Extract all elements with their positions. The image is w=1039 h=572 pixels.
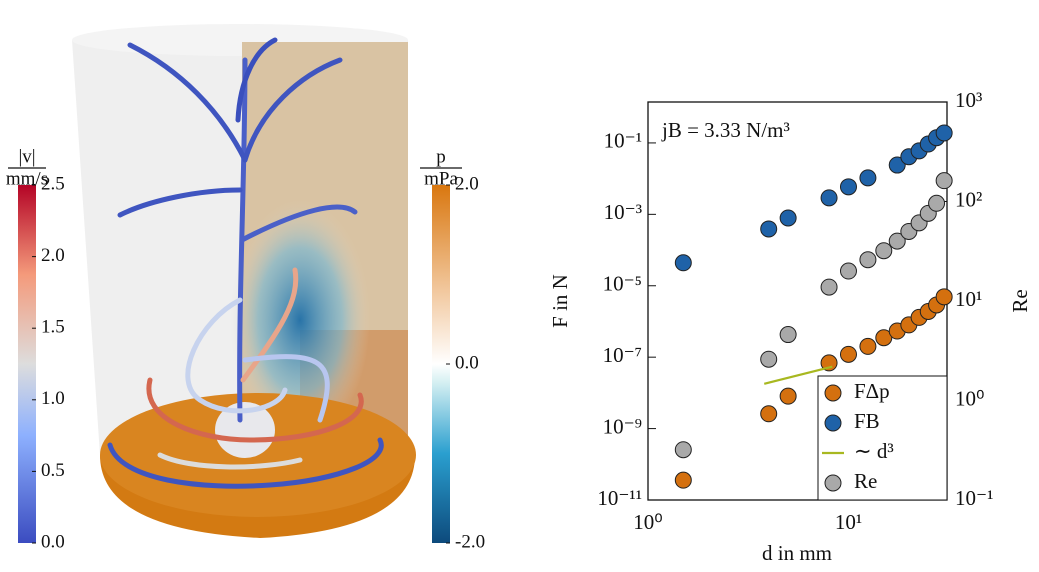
legend-swatch [824,414,842,432]
x-tick-label: 10¹ [835,510,862,534]
data-point [839,262,857,280]
streamline [240,267,299,383]
data-point [935,288,953,306]
colorbar-tick-label: 1.5 [41,317,65,338]
streamline [127,42,248,163]
colorbar-velocity [18,185,36,543]
colorbar-tick-label: 1.0 [41,388,65,409]
colorbar-tick-label: -2.0 [455,531,485,552]
y2-tick-label: 10⁰ [955,386,984,410]
sphere [215,402,275,458]
streamline [146,377,364,443]
data-point [820,189,838,207]
data-point [859,251,877,269]
y-tick-label: 10⁻⁷ [603,343,642,367]
colorbar-tick-label: 0.5 [41,460,65,481]
streamline [242,354,330,423]
legend-swatch [824,474,842,492]
y-tick-label: 10⁻⁵ [603,272,642,296]
y-tick-label: 10⁻³ [604,200,642,224]
y2-tick-label: 10⁻¹ [955,486,993,510]
data-point [820,354,838,372]
data-point [935,172,953,190]
colorbar-tick-label: 0.0 [455,352,479,373]
data-point [859,337,877,355]
x-tick-label: 10⁰ [633,510,662,534]
colorbar-tick-label: 2.0 [455,173,479,194]
legend-label: ∼ d³ [854,439,894,463]
data-point [779,209,797,227]
pressure-field [230,200,370,440]
y-tick-label: 10⁻⁹ [603,414,642,438]
data-point [820,278,838,296]
y-tick-label: 10⁻¹¹ [597,486,642,510]
data-point [888,232,906,250]
data-point [859,169,877,187]
y2-tick-label: 10² [955,187,982,211]
data-point [875,329,893,347]
legend-label: Re [854,469,877,493]
y2-tick-label: 10¹ [955,287,982,311]
data-point [779,326,797,344]
data-point [935,124,953,142]
streamline [117,187,243,218]
legend-label: FΔp [854,379,890,403]
streamline [239,204,358,243]
colorbar-unit: mPa [424,168,458,189]
data-point [674,471,692,489]
colorbar-tick-label: 2.5 [41,173,65,194]
streamline [157,452,303,470]
flow-render [72,24,416,538]
y2-axis-label: Re [1008,289,1032,312]
data-point [928,194,946,212]
data-point [888,156,906,174]
data-point [674,254,692,272]
x-axis-label: d in mm [762,541,832,565]
legend-swatch [824,384,842,402]
y-tick-label: 10⁻¹ [604,129,642,153]
data-point [839,345,857,363]
streamlines [107,37,384,489]
data-point [674,441,692,459]
legend-label: FB [854,409,880,433]
streamline [235,37,278,123]
data-point [760,220,778,238]
colorbar-tick-label: 2.0 [41,245,65,266]
colorbar-title: |v| [18,146,35,167]
data-point [760,405,778,423]
colorbar-unit: mm/s [6,168,48,189]
data-point [779,387,797,405]
colorbar-title: p [436,146,446,167]
streamline [242,57,343,163]
streamline [185,297,288,414]
fit-line [763,365,833,385]
colorbar-tick-label: 0.0 [41,531,65,552]
annotation: jB = 3.33 N/m³ [661,118,790,142]
data-point [760,350,778,368]
colorbar-pressure [432,185,450,543]
data-point [839,178,857,196]
data-point [875,242,893,260]
y-axis-label: F in N [548,274,572,328]
y2-tick-label: 10³ [955,88,982,112]
streamline [107,437,384,489]
